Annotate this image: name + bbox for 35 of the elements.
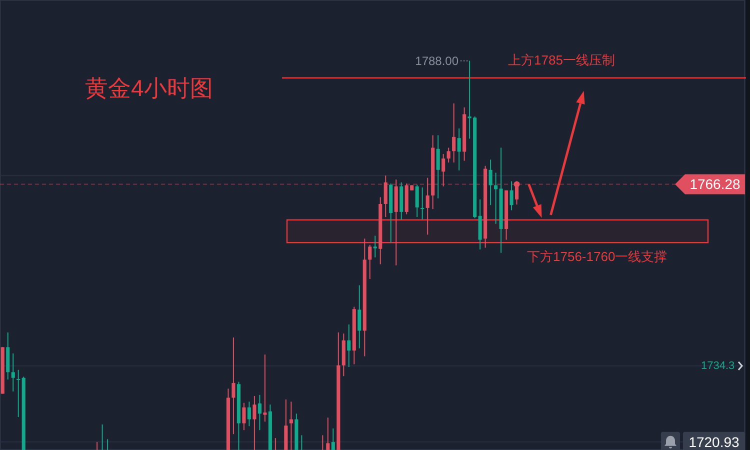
candlestick [263, 354, 267, 422]
candlestick [252, 396, 256, 450]
candlestick [446, 147, 450, 163]
candlestick [11, 352, 15, 392]
candlestick [510, 180, 514, 211]
candlestick [494, 172, 498, 224]
band-label: 下方1756-1760一线支撑 [527, 249, 668, 264]
candlestick [326, 417, 330, 450]
candlestick [420, 187, 424, 220]
candlestick [478, 198, 482, 250]
text: 黄金4小时图 [85, 75, 213, 101]
candlestick [488, 159, 492, 206]
ref-line-label: 上方1785一线压制 [508, 52, 615, 68]
candlestick [452, 102, 456, 163]
candlestick [358, 284, 362, 349]
annotation: 1788.00 [415, 54, 459, 68]
candlestick [442, 153, 446, 187]
candlestick [384, 175, 388, 218]
candlestick [242, 402, 246, 431]
candlestick [289, 401, 293, 450]
candlestick [415, 184, 419, 218]
y-tick-label: 1734.3 [701, 360, 735, 372]
candlestick [331, 428, 335, 450]
candlestick [247, 401, 251, 427]
candlestick [232, 337, 236, 435]
candlestick [368, 244, 372, 280]
candlestick [426, 177, 430, 236]
y-tick-label: 1720.93 [688, 434, 740, 450]
candlestick [373, 235, 377, 258]
candlestick [457, 128, 461, 171]
candlestick [16, 369, 20, 418]
ref-line-label: 1766.28 [690, 176, 741, 192]
candlestick [347, 324, 351, 368]
candlestick [436, 134, 440, 199]
candlestick [258, 394, 262, 431]
